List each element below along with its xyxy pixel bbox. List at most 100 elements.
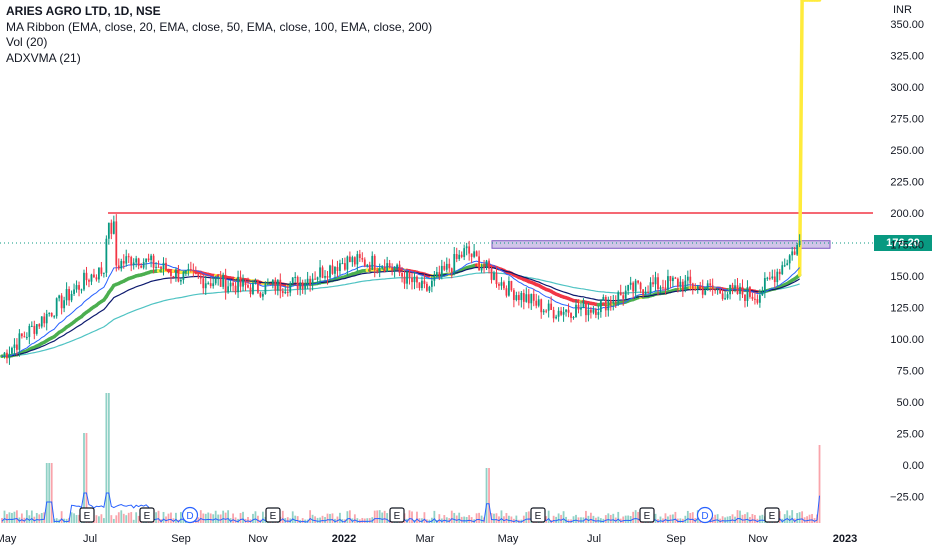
candle-body bbox=[739, 286, 741, 294]
volume-bar bbox=[202, 513, 205, 523]
volume-bar bbox=[453, 512, 456, 523]
volume-bar bbox=[585, 510, 587, 523]
time-tick-label: Nov bbox=[248, 533, 268, 545]
candle-body bbox=[552, 309, 555, 319]
volume-bar bbox=[480, 515, 483, 523]
volume-bar bbox=[23, 517, 26, 523]
candle-body bbox=[182, 271, 185, 281]
candle-body bbox=[435, 272, 438, 277]
volume-bar bbox=[572, 516, 575, 523]
volume-bar bbox=[659, 516, 662, 523]
candle-body bbox=[209, 283, 212, 287]
candle-body bbox=[60, 295, 63, 309]
candle-body bbox=[271, 279, 274, 284]
candle-body bbox=[711, 285, 714, 290]
volume-bar bbox=[478, 512, 480, 523]
candle-body bbox=[98, 267, 100, 280]
candle-body bbox=[309, 278, 312, 286]
candle-body bbox=[43, 316, 46, 324]
candle-body bbox=[793, 251, 796, 255]
volume-bar bbox=[783, 514, 786, 523]
legend-title[interactable]: ARIES AGRO LTD, 1D, NSE bbox=[6, 4, 161, 18]
candle-body bbox=[145, 258, 148, 263]
candle-body bbox=[465, 246, 468, 249]
volume-bar bbox=[172, 518, 175, 523]
candle-body bbox=[599, 300, 602, 313]
volume-bar bbox=[470, 517, 473, 523]
volume-bar bbox=[421, 518, 423, 523]
candle-body bbox=[458, 254, 461, 259]
volume-bar bbox=[316, 517, 319, 523]
candle-body bbox=[150, 255, 152, 261]
candle-body bbox=[257, 281, 259, 293]
volume-bar bbox=[594, 517, 597, 523]
candle-body bbox=[440, 265, 443, 277]
candle-body bbox=[279, 279, 282, 292]
volume-bar bbox=[115, 515, 118, 523]
legend-ma-ribbon[interactable]: MA Ribbon (EMA, close, 20, EMA, close, 5… bbox=[6, 19, 433, 34]
candle-body bbox=[117, 265, 120, 269]
volume-bar bbox=[309, 510, 312, 523]
volume-bar bbox=[110, 515, 113, 523]
volume-bar bbox=[16, 510, 18, 523]
earnings-marker-label: E bbox=[270, 511, 277, 522]
candle-body bbox=[73, 289, 75, 295]
volume-bar bbox=[493, 513, 495, 523]
time-tick-label: Jul bbox=[83, 533, 97, 545]
candle-body bbox=[85, 272, 88, 281]
candle-body bbox=[269, 283, 272, 285]
adxvma-segment bbox=[797, 0, 804, 277]
volume-bar bbox=[18, 517, 21, 523]
candle-body bbox=[555, 316, 558, 319]
volume-bar bbox=[33, 516, 36, 523]
candle-body bbox=[16, 344, 18, 350]
volume-bar bbox=[222, 510, 225, 523]
volume-bar bbox=[348, 510, 351, 523]
candle-body bbox=[234, 285, 237, 293]
candle-body bbox=[575, 304, 577, 318]
legend-volume[interactable]: Vol (20) bbox=[6, 35, 48, 49]
time-tick-label: Sep bbox=[171, 533, 191, 545]
candle-body bbox=[194, 271, 197, 275]
volume-bar bbox=[527, 511, 530, 523]
candle-body bbox=[512, 290, 515, 300]
candle-body bbox=[798, 240, 801, 245]
volume-bar bbox=[40, 513, 43, 523]
candle-body bbox=[189, 268, 192, 271]
volume-bar bbox=[180, 512, 182, 523]
candle-body bbox=[540, 299, 543, 313]
time-tick-label: Nov bbox=[748, 533, 768, 545]
candle-body bbox=[331, 265, 334, 274]
volume-bar bbox=[637, 511, 640, 523]
volume-bar bbox=[515, 515, 518, 523]
volume-bar bbox=[694, 517, 697, 523]
candle-body bbox=[562, 311, 565, 315]
time-tick-label: May bbox=[0, 533, 17, 545]
time-tick-label: Jul bbox=[587, 533, 601, 545]
volume-bar bbox=[262, 511, 264, 523]
volume-bar bbox=[803, 517, 806, 523]
candle-body bbox=[741, 286, 744, 295]
dividend-marker-label: D bbox=[701, 511, 708, 522]
ema50-line bbox=[1, 266, 800, 357]
candle-body bbox=[306, 278, 309, 284]
volume-bar bbox=[224, 512, 227, 523]
volume-bar bbox=[120, 510, 123, 523]
candle-body bbox=[284, 291, 287, 294]
price-tick-label: 150.00 bbox=[890, 271, 924, 283]
volume-bar bbox=[577, 517, 580, 523]
volume-bar bbox=[137, 515, 140, 523]
earnings-marker-label: E bbox=[644, 511, 651, 522]
candle-body bbox=[301, 282, 304, 289]
legend-adxvma[interactable]: ADXVMA (21) bbox=[6, 50, 81, 65]
volume-bar bbox=[353, 514, 356, 523]
volume-bar bbox=[294, 515, 297, 523]
candle-body bbox=[731, 284, 734, 289]
volume-bar bbox=[721, 516, 724, 523]
candle-body bbox=[612, 301, 615, 304]
volume-bar bbox=[247, 516, 249, 523]
candle-body bbox=[152, 255, 155, 268]
candle-body bbox=[629, 282, 632, 285]
candle-body bbox=[170, 271, 172, 277]
